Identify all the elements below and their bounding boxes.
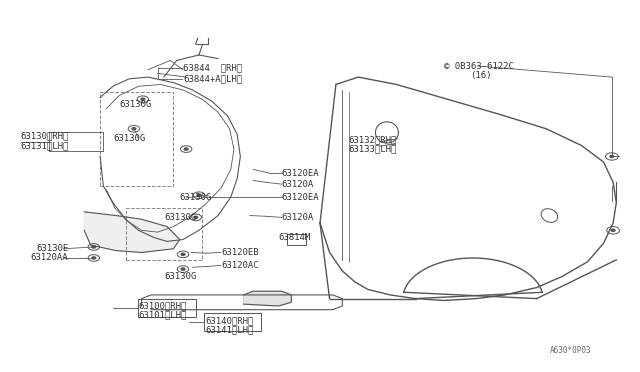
Circle shape	[610, 155, 614, 158]
Text: 63120EA: 63120EA	[282, 193, 319, 202]
Text: A630*0P03: A630*0P03	[549, 346, 591, 355]
Text: 63844  〈RH〉: 63844 〈RH〉	[183, 63, 242, 72]
Circle shape	[92, 246, 96, 248]
Text: 63132〈RH〉: 63132〈RH〉	[349, 135, 397, 144]
Bar	[204, 313, 261, 331]
Text: 63120EA: 63120EA	[282, 169, 319, 177]
Polygon shape	[244, 291, 291, 306]
Circle shape	[197, 194, 201, 196]
Text: © 0B363-6122C: © 0B363-6122C	[444, 61, 514, 71]
Text: 63130G: 63130G	[164, 213, 196, 222]
Polygon shape	[84, 212, 180, 253]
Circle shape	[92, 257, 96, 259]
Circle shape	[181, 268, 185, 270]
Text: (16): (16)	[470, 71, 492, 80]
Text: 63130E: 63130E	[36, 244, 68, 253]
Text: 63131〈LH〉: 63131〈LH〉	[20, 141, 69, 150]
Text: 63844+A〈LH〉: 63844+A〈LH〉	[183, 74, 242, 83]
Text: 63120AA: 63120AA	[30, 253, 68, 263]
Text: 63130G: 63130G	[113, 134, 145, 142]
Text: 63101〈LH〉: 63101〈LH〉	[138, 311, 187, 320]
Bar	[138, 299, 196, 317]
Text: 63130G: 63130G	[119, 100, 152, 109]
Text: 63120A: 63120A	[282, 180, 314, 189]
Text: 63130G: 63130G	[180, 193, 212, 202]
Text: 63130G: 63130G	[164, 272, 196, 281]
Circle shape	[184, 148, 188, 150]
Text: 63120AC: 63120AC	[221, 261, 259, 270]
Text: 63120A: 63120A	[282, 213, 314, 222]
Text: 63100〈RH〉: 63100〈RH〉	[138, 301, 187, 311]
Text: 63814M: 63814M	[278, 233, 311, 242]
Text: 63140〈RH〉: 63140〈RH〉	[205, 316, 253, 325]
Text: 63133〈LH〉: 63133〈LH〉	[349, 145, 397, 154]
Bar	[100, 92, 173, 186]
Text: 63130〈RH〉: 63130〈RH〉	[20, 132, 69, 141]
Text: 63141〈LH〉: 63141〈LH〉	[205, 326, 253, 334]
Bar	[287, 234, 306, 245]
Circle shape	[194, 216, 198, 218]
Circle shape	[181, 253, 185, 256]
Circle shape	[141, 98, 145, 100]
Bar	[125, 208, 202, 260]
Text: 63120EB: 63120EB	[221, 248, 259, 257]
Circle shape	[611, 229, 615, 231]
Circle shape	[132, 128, 136, 130]
